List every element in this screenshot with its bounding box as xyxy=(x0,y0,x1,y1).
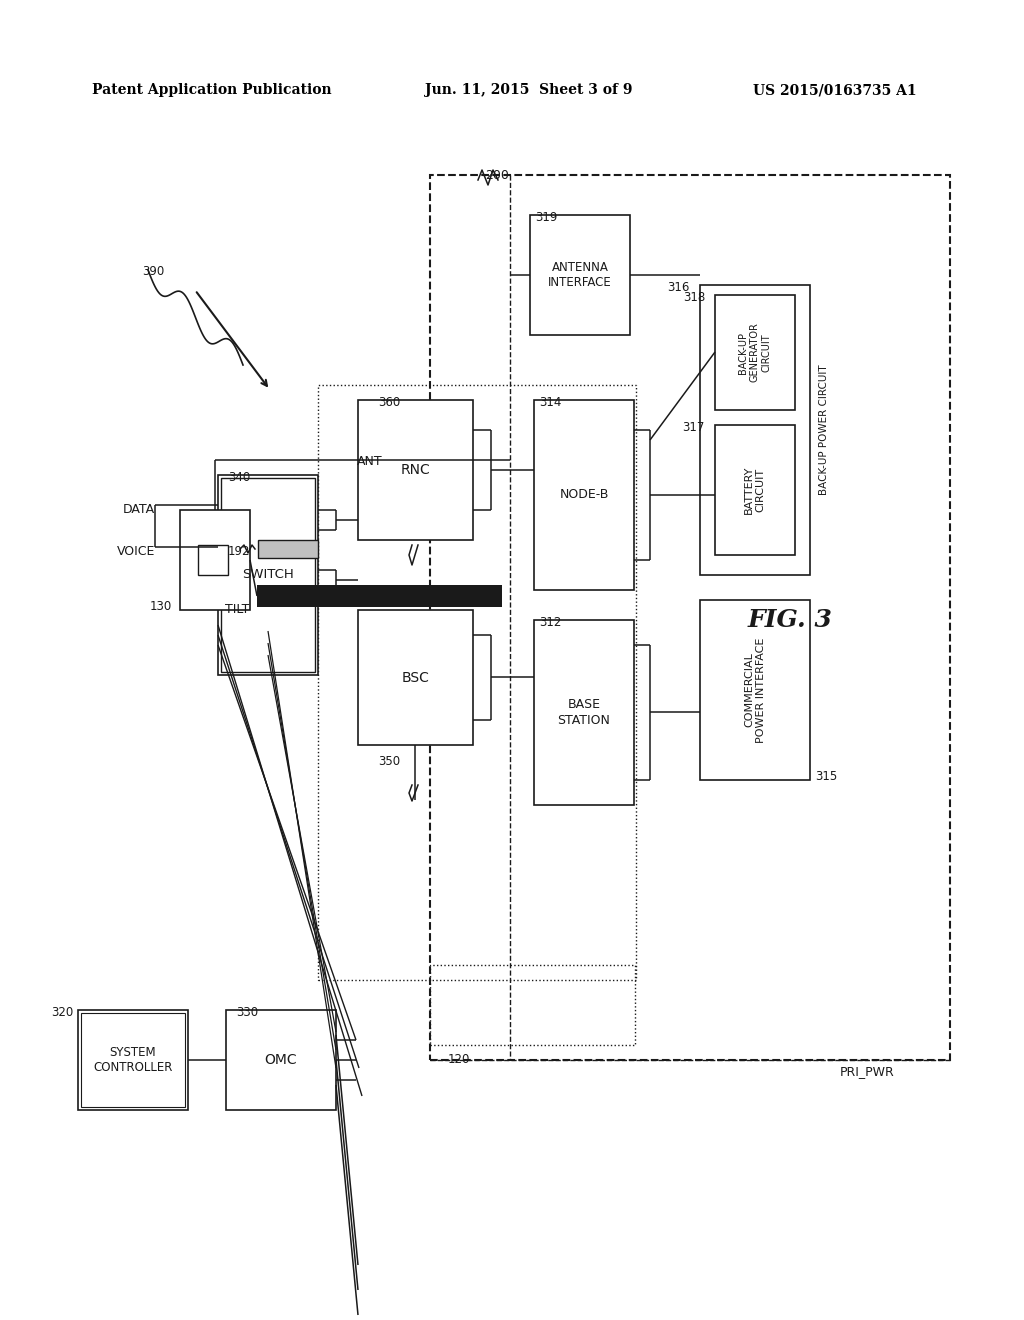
Bar xyxy=(198,545,228,576)
Text: COMMERCIAL
POWER INTERFACE: COMMERCIAL POWER INTERFACE xyxy=(744,638,766,743)
Bar xyxy=(700,601,810,780)
Text: VOICE: VOICE xyxy=(117,545,155,558)
Text: Jun. 11, 2015  Sheet 3 of 9: Jun. 11, 2015 Sheet 3 of 9 xyxy=(425,83,633,96)
Text: 315: 315 xyxy=(815,770,838,783)
Text: BACK-UP POWER CIRCUIT: BACK-UP POWER CIRCUIT xyxy=(819,364,829,495)
Text: BSC: BSC xyxy=(401,671,429,685)
Text: SYSTEM
CONTROLLER: SYSTEM CONTROLLER xyxy=(93,1045,173,1074)
Bar xyxy=(534,400,634,590)
Text: 318: 318 xyxy=(683,290,705,304)
Text: SWITCH: SWITCH xyxy=(242,569,294,582)
Text: 340: 340 xyxy=(228,471,250,484)
Text: 130: 130 xyxy=(150,601,172,612)
Text: 312: 312 xyxy=(539,616,561,630)
Bar xyxy=(715,425,795,554)
Bar xyxy=(81,1012,185,1107)
Bar xyxy=(221,478,315,672)
Bar xyxy=(258,540,318,558)
Text: 320: 320 xyxy=(51,1006,73,1019)
Text: OMC: OMC xyxy=(264,1053,297,1067)
Text: PRI_PWR: PRI_PWR xyxy=(840,1065,895,1078)
Bar xyxy=(78,1010,188,1110)
Text: 316: 316 xyxy=(668,281,690,294)
Bar xyxy=(700,285,810,576)
Text: DATA: DATA xyxy=(123,503,155,516)
Text: 330: 330 xyxy=(236,1006,258,1019)
Bar xyxy=(358,400,473,540)
Bar xyxy=(430,965,635,1045)
Text: BACK-UP
GENERATOR
CIRCUIT: BACK-UP GENERATOR CIRCUIT xyxy=(738,322,772,383)
Text: 390: 390 xyxy=(142,265,164,279)
Text: 317: 317 xyxy=(683,421,705,434)
Text: Patent Application Publication: Patent Application Publication xyxy=(92,83,332,96)
Bar xyxy=(530,215,630,335)
Bar xyxy=(226,1010,336,1110)
Bar xyxy=(715,294,795,411)
Text: BATTERY
CIRCUIT: BATTERY CIRCUIT xyxy=(744,466,766,515)
Text: NODE-B: NODE-B xyxy=(559,488,608,502)
Text: 360: 360 xyxy=(378,396,400,409)
Text: ANT: ANT xyxy=(357,455,383,469)
Bar xyxy=(358,610,473,744)
Text: US 2015/0163735 A1: US 2015/0163735 A1 xyxy=(753,83,916,96)
Bar xyxy=(318,385,636,979)
Text: 200: 200 xyxy=(485,169,509,182)
Text: 314: 314 xyxy=(539,396,561,409)
Bar xyxy=(180,510,250,610)
Text: ANTENNA
INTERFACE: ANTENNA INTERFACE xyxy=(548,261,612,289)
Text: TILT: TILT xyxy=(224,603,249,616)
Bar xyxy=(430,176,950,1060)
Bar xyxy=(218,475,318,675)
Text: BASE
STATION: BASE STATION xyxy=(557,698,610,726)
Bar xyxy=(257,585,502,607)
Text: 120: 120 xyxy=(449,1053,470,1067)
Bar xyxy=(534,620,634,805)
Text: 319: 319 xyxy=(535,211,557,224)
Text: FIG. 3: FIG. 3 xyxy=(748,609,833,632)
Text: 350: 350 xyxy=(378,755,400,768)
Text: RNC: RNC xyxy=(400,463,430,477)
Text: 192: 192 xyxy=(227,545,250,558)
